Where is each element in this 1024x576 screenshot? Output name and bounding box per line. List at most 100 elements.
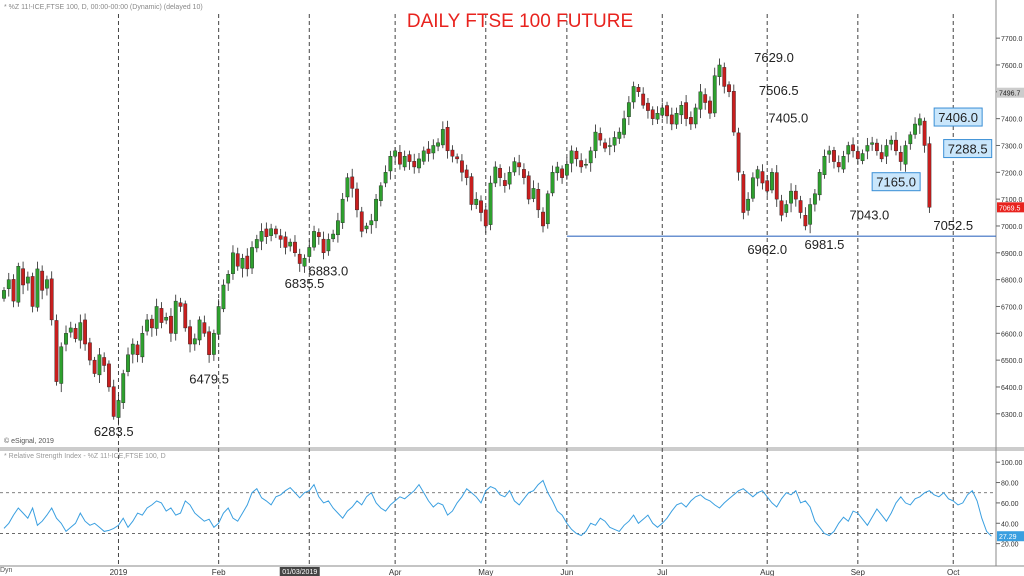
candle-body-112 (536, 189, 541, 211)
candle-body-174 (832, 150, 836, 162)
price-annotation-2: 6835.5 (285, 276, 325, 291)
rsi-header: * Relative Strength Index - %Z 11!-ICE,F… (4, 453, 166, 460)
candle-body-108 (517, 162, 522, 168)
price-annotation-3: 6883.0 (308, 263, 348, 278)
candle-body-170 (813, 193, 817, 205)
last-price-label: 7069.5 (999, 205, 1021, 212)
x-label-0: 2019 (110, 568, 128, 576)
candle-body-87 (417, 158, 421, 169)
candle-body-194 (927, 143, 932, 208)
x-label-4: May (478, 568, 493, 576)
candle-body-130 (622, 118, 627, 135)
candle-body-179 (855, 151, 860, 160)
price-tick-label-14: 7700.0 (1001, 36, 1023, 43)
candles-layer (2, 58, 932, 426)
candle-body-82 (393, 150, 398, 157)
candle-body-193 (922, 120, 927, 146)
price-annotation-1: 6479.5 (189, 372, 229, 387)
candle-body-131 (626, 102, 631, 117)
x-label-5: Jun (560, 568, 573, 576)
candle-body-31 (149, 318, 154, 329)
dyn-label: Dyn (0, 567, 13, 574)
candle-body-63 (302, 257, 307, 267)
x-label-9: Oct (947, 568, 960, 576)
candle-body-73 (350, 176, 355, 189)
candle-body-146 (698, 91, 703, 110)
candle-body-138 (660, 107, 665, 116)
price-tick-label-11: 7400.0 (1001, 117, 1023, 124)
candle-body-127 (607, 145, 612, 147)
candle-body-169 (808, 204, 813, 225)
candle-body-181 (865, 145, 870, 152)
candle-body-33 (159, 308, 164, 323)
price-tick-label-0: 6300.0 (1001, 412, 1023, 419)
rsi-tick-label-3: 40.00 (1001, 521, 1019, 528)
crosshair-date-box (279, 567, 320, 576)
candle-body-191 (913, 123, 917, 135)
candle-body-126 (603, 142, 607, 149)
candle-body-106 (507, 172, 512, 185)
candle-body-123 (588, 150, 593, 164)
candle-body-139 (665, 105, 669, 117)
time-axis: 2019 Feb 01/03/2019 Apr May Jun Jul Aug Sep Oct (110, 567, 960, 576)
chart-title: DAILY FTSE 100 FUTURE (407, 11, 633, 32)
candle-body-125 (598, 133, 603, 141)
candle-body-44 (211, 333, 216, 355)
candle-body-15 (73, 328, 78, 339)
candle-body-83 (398, 151, 402, 165)
candle-body-188 (898, 151, 903, 162)
candle-body-161 (770, 172, 774, 191)
candle-body-173 (827, 150, 832, 155)
candle-body-103 (493, 166, 498, 184)
price-annotation-5: 7506.5 (759, 83, 799, 98)
candle-body-42 (202, 322, 207, 334)
candle-body-48 (231, 252, 235, 274)
candle-body-122 (584, 164, 588, 166)
candle-body-50 (240, 257, 245, 269)
candle-body-24 (116, 400, 121, 418)
candle-body-25 (121, 373, 126, 404)
candle-body-157 (750, 177, 755, 199)
candle-body-177 (846, 145, 851, 155)
x-label-6: Jul (657, 568, 667, 576)
candle-body-151 (722, 67, 727, 87)
candle-body-55 (264, 228, 269, 237)
candle-body-129 (617, 131, 622, 139)
candle-body-185 (884, 145, 889, 157)
candle-body-156 (746, 198, 751, 211)
candle-body-41 (197, 319, 202, 341)
price-tick-label-7: 7000.0 (1001, 224, 1023, 231)
candle-body-163 (779, 200, 784, 216)
candle-body-99 (474, 198, 479, 205)
candle-body-94 (450, 149, 455, 157)
candle-body-190 (908, 134, 913, 145)
candle-body-154 (736, 132, 741, 173)
candle-body-5 (25, 276, 30, 284)
rsi-current-box (997, 531, 1024, 542)
candle-body-53 (254, 239, 259, 249)
price-annotation-8: 6981.5 (805, 237, 845, 252)
candle-body-155 (741, 174, 746, 213)
candle-body-149 (712, 75, 717, 114)
price-annotation-0: 6283.5 (94, 424, 134, 439)
candle-body-59 (283, 236, 288, 248)
candle-body-152 (727, 84, 731, 93)
candle-body-56 (269, 228, 274, 236)
boxed-annotation-box-2 (871, 172, 921, 192)
candle-body-23 (111, 386, 116, 417)
candle-body-148 (708, 100, 712, 114)
candle-body-72 (345, 177, 350, 198)
candle-body-93 (445, 127, 450, 152)
candle-body-143 (684, 102, 689, 119)
candle-body-180 (860, 153, 865, 161)
candle-body-117 (560, 168, 564, 178)
candle-body-118 (564, 164, 569, 176)
candle-body-98 (469, 176, 474, 205)
rsi-current-label: 27.29 (999, 534, 1017, 541)
candle-body-67 (321, 238, 326, 254)
boxed-annotation-2: 7165.0 (876, 175, 916, 190)
candle-body-147 (703, 94, 708, 103)
candle-body-26 (126, 354, 130, 372)
x-label-8: Sep (851, 568, 866, 576)
